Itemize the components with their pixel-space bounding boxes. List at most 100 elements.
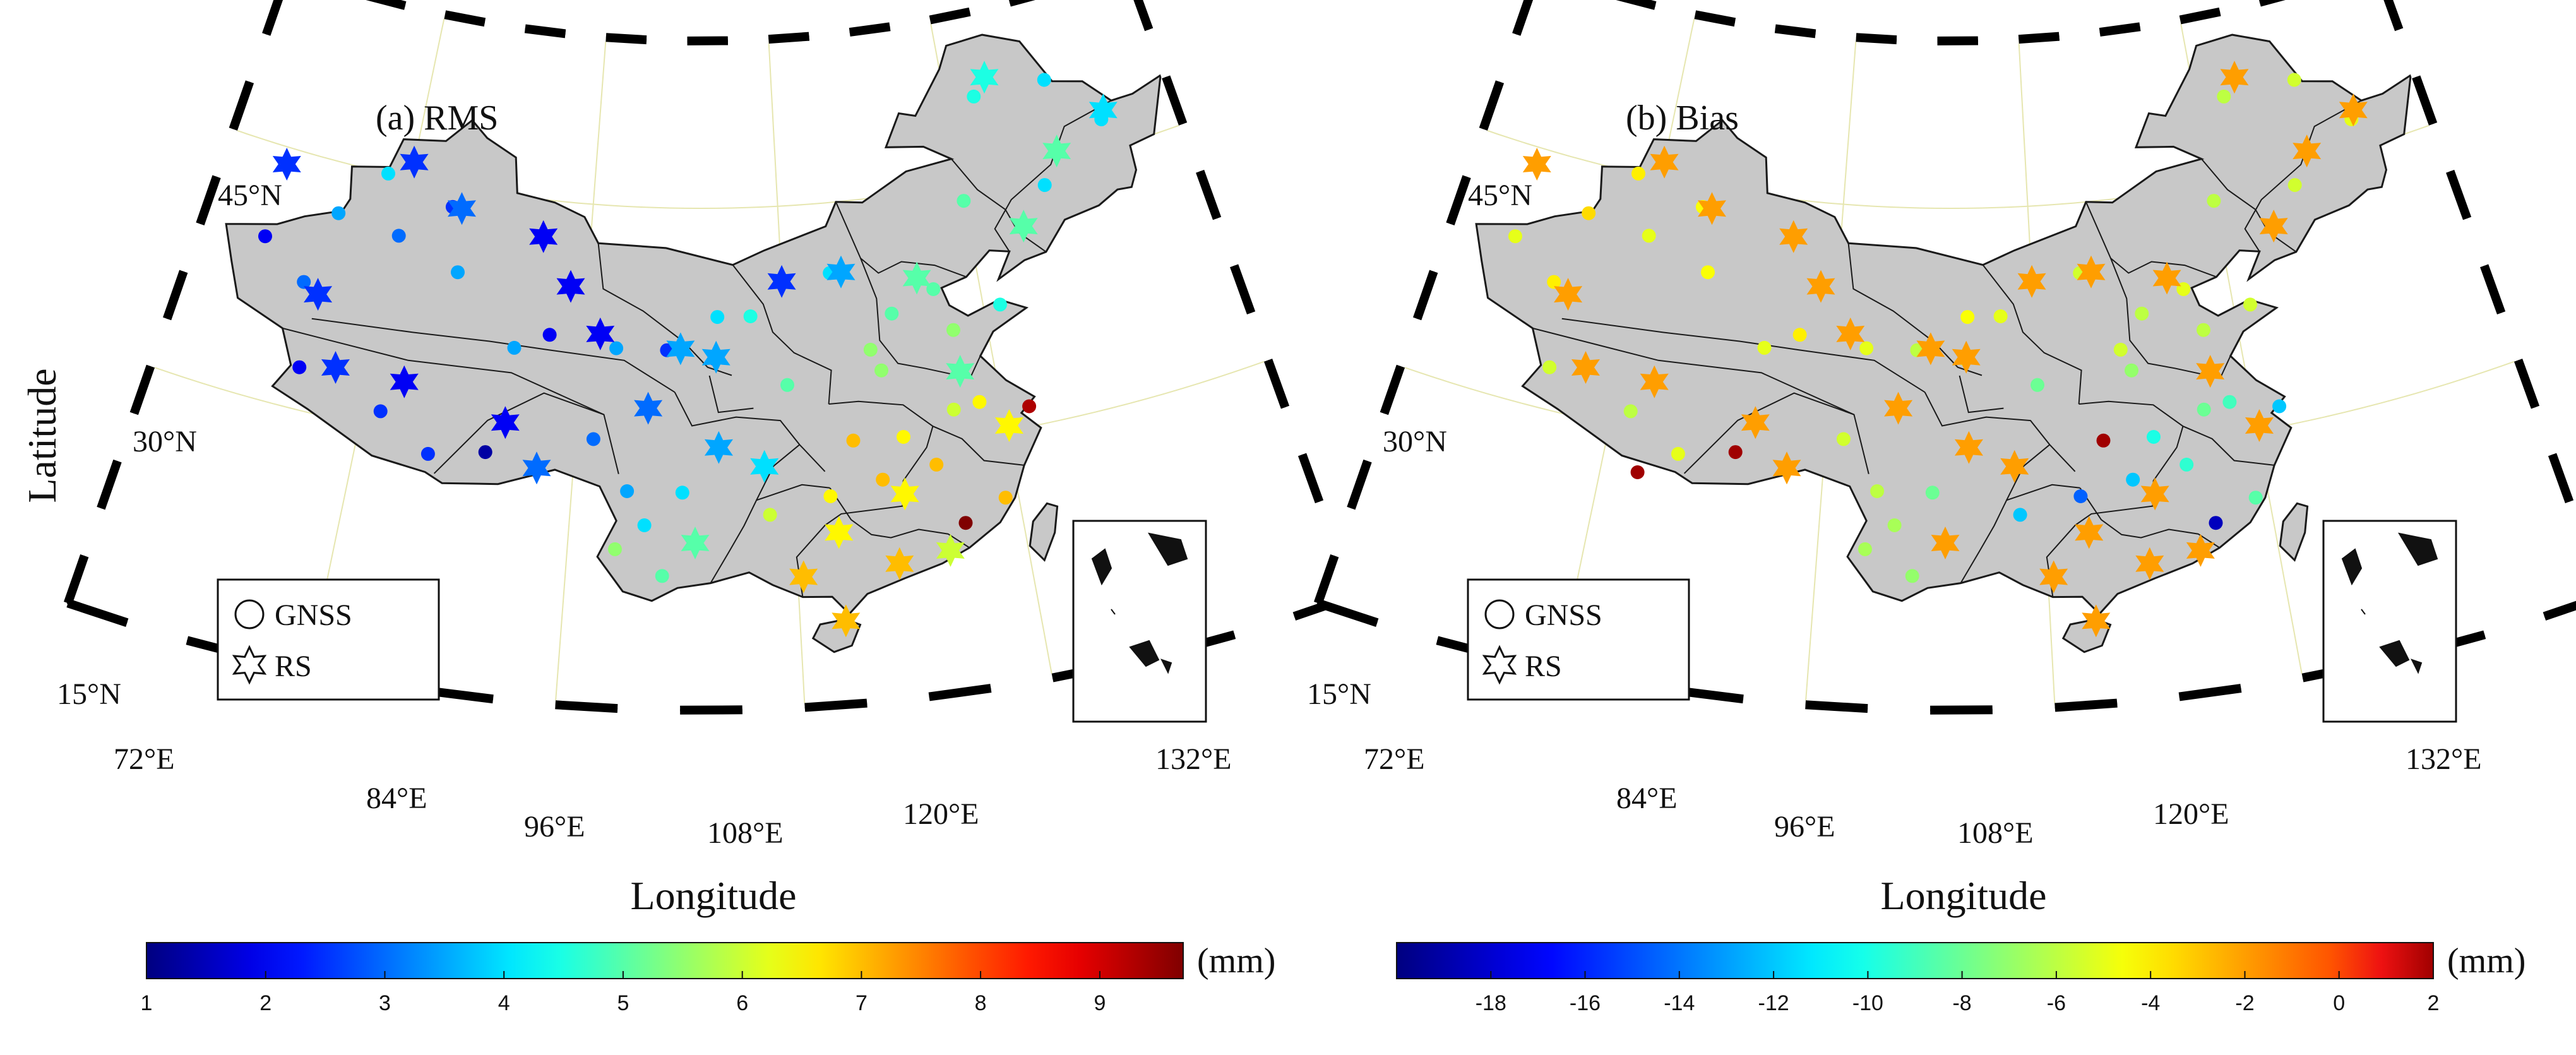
gnss-station-point [1729,445,1743,459]
lat-label-45: 45°N [218,179,282,212]
panel-rms: GNSS RS (a) RMS 45°N 30°N 15°N 72°E 84°E… [20,0,1354,1015]
colorbar-tick-label: 9 [1094,991,1106,1015]
frame-tick-black [2100,27,2140,32]
colorbar-tick-label: -16 [1570,991,1601,1015]
frame-tick-black [2018,37,2059,40]
gnss-station-point [2197,323,2210,337]
gnss-station-point [2147,430,2161,444]
gnss-station-point [1793,328,1807,342]
marker-legend: GNSS RS [1468,580,1689,700]
gnss-station-point [823,489,837,503]
gnss-station-point [1758,341,1772,355]
colorbar-tick-label: 6 [736,991,748,1015]
gnss-station-point [993,297,1007,311]
panel-title: (b) Bias [1626,98,1739,138]
gnss-station-point [2209,516,2223,530]
gnss-station-point [2097,434,2111,448]
gnss-station-point [2030,378,2044,392]
lon-label-72: 72°E [1364,742,1425,776]
gnss-station-point [381,167,395,181]
panel-title: (a) RMS [376,98,498,138]
gnss-station-point [1905,569,1919,583]
lat-label-45: 45°N [1468,179,1532,212]
lon-label-108: 108°E [1957,816,2034,850]
gnss-station-point [957,194,970,208]
gnss-station-point [710,310,724,324]
frame-tick-white [485,22,525,28]
gnss-station-point [1671,447,1685,461]
lon-label-132: 132°E [2406,742,2482,776]
frame-tick-white [1993,708,2055,710]
gnss-station-point [1631,167,1645,181]
inset-frame [1073,521,1206,722]
gnss-station-point [2222,395,2236,409]
gnss-station-point [2197,403,2211,417]
colorbar-tick-label: 1 [141,991,153,1015]
gnss-station-point [1858,542,1872,556]
colorbar-tick-label: 7 [856,991,868,1015]
gnss-station-point [947,403,961,417]
gnss-station-point [2135,307,2149,321]
colorbar-tick-label: -6 [2047,991,2066,1015]
gnss-station-point [331,206,345,220]
lon-label-108: 108°E [707,816,784,850]
colorbar-tick-label: 0 [2333,991,2345,1015]
frame-tick-white [1735,22,1775,28]
colorbar-tick-label: 5 [617,991,629,1015]
colorbar-tick-label: -10 [1852,991,1883,1015]
south-china-sea-inset [1073,521,1206,722]
marker-legend: GNSS RS [218,580,439,700]
inset-frame [2323,521,2456,722]
colorbar-tick-label: -14 [1664,991,1695,1015]
gnss-station-point [451,265,465,279]
gnss-station-point [1037,73,1051,87]
lon-label-72: 72°E [114,742,175,776]
gnss-station-point [1642,229,1656,242]
gnss-station-point [1038,178,1052,192]
lat-label-15: 15°N [57,677,121,711]
frame-tick-black [2055,703,2118,708]
gnss-station-point [744,309,758,323]
colorbar-unit: (mm) [2447,941,2525,980]
lon-label-96: 96°E [524,810,585,843]
gnss-station-point [763,508,777,522]
legend-label-gnss: GNSS [1525,599,1602,632]
gnss-station-point [292,361,306,374]
colorbar-tick-label: 4 [498,991,510,1015]
gnss-station-point [508,341,522,355]
gnss-station-point [1926,486,1940,499]
frame-tick-white [728,39,768,40]
legend-label-rs: RS [275,650,312,683]
lat-label-15: 15°N [1307,677,1371,711]
gnss-station-point [1542,361,1556,374]
lon-label-120: 120°E [903,797,979,831]
gnss-station-point [897,430,910,444]
gnss-station-point [1582,206,1595,220]
frame-tick-white [1978,39,2018,40]
frame-tick-white [1743,699,1806,705]
lon-label-84: 84°E [366,782,427,815]
frame-tick-black [1775,28,1816,33]
gnss-station-point [2114,343,2128,357]
gnss-station-point [972,395,986,409]
frame-tick-white [1897,40,1937,41]
gnss-station-point [620,484,634,498]
colorbar-tick-label: 8 [975,991,987,1015]
gnss-station-point [967,90,981,104]
gnss-station-point [2243,297,2257,311]
colorbar-tick-label: -12 [1758,991,1789,1015]
gnss-station-point [392,229,406,242]
gnss-station-point [864,343,878,357]
gnss-station-point [959,516,973,530]
gnss-station-point [1960,310,1974,324]
gnss-station-point [2288,178,2302,192]
gnss-station-point [374,404,388,418]
frame-tick-white [617,708,680,710]
gnss-station-point [780,378,794,392]
gnss-station-point [885,307,898,321]
x-axis-label: Longitude [630,873,796,918]
gnss-station-point [876,473,890,487]
gnss-station-point [1624,404,1638,418]
